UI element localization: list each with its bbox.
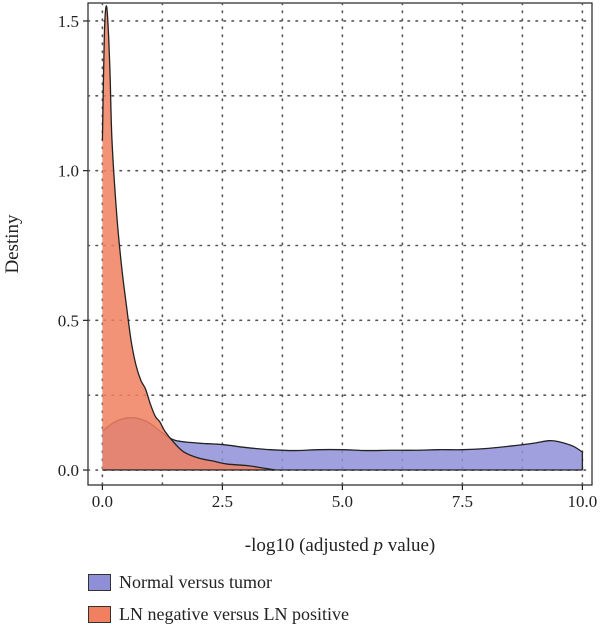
legend-label-ln: LN negative versus LN positive <box>119 603 349 624</box>
x-tick-label: 7.5 <box>452 492 473 511</box>
legend-swatch-ln <box>88 605 111 623</box>
legend-item-ln: LN negative versus LN positive <box>88 600 349 628</box>
x-axis-ticks: 0.0 2.5 5.0 7.5 10.0 <box>92 485 598 511</box>
plot-frame <box>87 2 593 486</box>
legend: Normal versus tumor LN negative versus L… <box>88 568 349 632</box>
x-tick-label: 10.0 <box>568 492 598 511</box>
grid-lines <box>87 2 593 486</box>
x-tick-label: 2.5 <box>212 492 233 511</box>
y-tick-label: 0.5 <box>58 311 79 330</box>
x-tick-label: 0.0 <box>92 492 113 511</box>
legend-item-normal: Normal versus tumor <box>88 568 349 596</box>
area-normal-versus-tumor <box>102 417 583 471</box>
area-ln-negative-versus-ln-positive-outline <box>101 5 276 471</box>
legend-label-normal: Normal versus tumor <box>119 571 272 592</box>
y-axis-title: Destiny <box>2 214 23 274</box>
x-axis-title: -log10 (adjusted p value) <box>245 535 436 556</box>
legend-swatch-normal <box>88 573 111 591</box>
series-areas <box>101 5 584 471</box>
y-tick-label: 1.0 <box>58 162 79 181</box>
y-axis-ticks: 0.0 0.5 1.0 1.5 <box>58 12 88 480</box>
area-ln-negative-versus-ln-positive <box>102 5 276 471</box>
density-chart: 0.0 2.5 5.0 7.5 10.0 0.0 0.5 1.0 1.5 -log10 (ad… <box>2 2 598 556</box>
y-tick-label: 0.0 <box>58 461 79 480</box>
y-tick-label: 1.5 <box>58 12 79 31</box>
x-tick-label: 5.0 <box>332 492 353 511</box>
